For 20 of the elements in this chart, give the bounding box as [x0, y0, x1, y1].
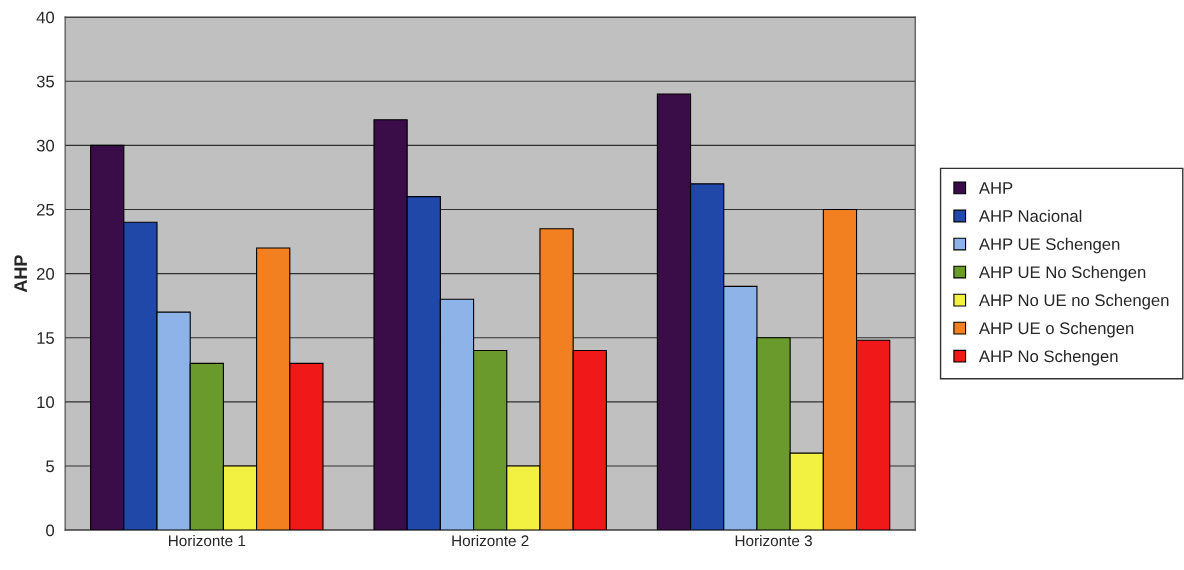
legend-label: AHP No UE no Schengen: [978, 293, 1169, 310]
legend-label: AHP UE Schengen: [978, 237, 1120, 254]
x-tick-label: Horizonte 2: [452, 534, 529, 547]
x-tick-label: Horizonte 3: [735, 534, 812, 547]
y-tick-label: 25: [37, 203, 55, 216]
y-tick-label: 5: [46, 460, 55, 473]
y-tick-label: 35: [36, 75, 55, 88]
y-tick-label: 30: [36, 139, 55, 152]
legend-label: AHP No Schengen: [978, 349, 1118, 366]
legend-label: AHP UE No Schengen: [978, 265, 1146, 282]
y-tick-label: 0: [46, 524, 55, 537]
legend-label: AHP Nacional: [978, 209, 1082, 222]
y-tick-label: 15: [37, 332, 55, 344]
legend-label: AHP: [978, 182, 1013, 194]
x-tick-label: Horizonte 1: [169, 534, 246, 547]
legend-label: AHP UE o Schengen: [978, 321, 1134, 338]
y-tick-label: 10: [37, 396, 55, 409]
y-axis-title: AHP: [14, 255, 27, 293]
y-tick-label: 20: [37, 268, 55, 280]
y-tick-label: 40: [36, 11, 55, 24]
